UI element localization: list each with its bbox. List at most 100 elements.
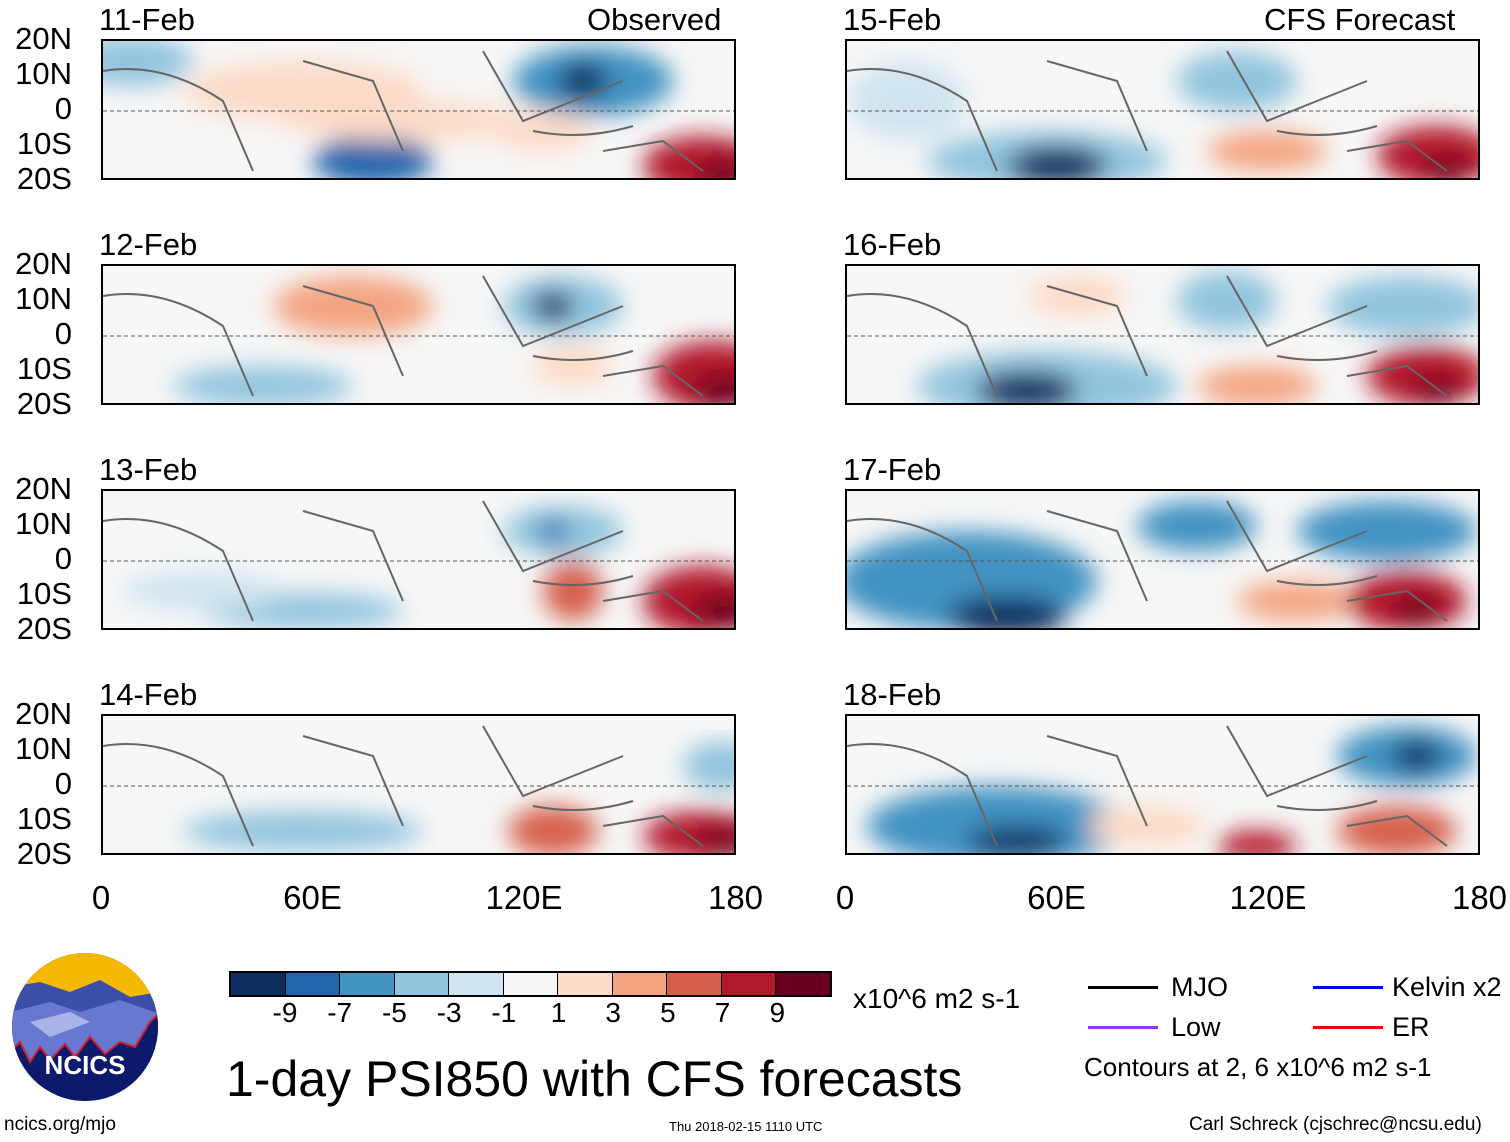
colorbar-label: -5 — [381, 997, 407, 1028]
colorbar-label: -1 — [491, 997, 517, 1028]
lon-tick: 0 — [835, 879, 855, 916]
colorbar-label: 3 — [605, 997, 621, 1028]
anomaly-region — [123, 571, 283, 611]
legend-mjo-line — [1088, 986, 1158, 989]
lon-tick: 120E — [485, 879, 563, 916]
lat-tick: 10N — [15, 56, 72, 91]
lat-tick: 20N — [15, 471, 72, 506]
anomaly-region — [183, 811, 423, 851]
contours-note: Contours at 2, 6 x10^6 m2 s-1 — [1084, 1052, 1432, 1082]
map-panel-13-Feb — [101, 489, 736, 630]
colorbar-label: -3 — [436, 997, 462, 1028]
colorbar-label: -7 — [327, 997, 353, 1028]
colorbar-label: 1 — [550, 997, 567, 1028]
anomaly-region — [967, 826, 1067, 853]
legend-er-line — [1313, 1026, 1383, 1029]
legend-low: Low — [1171, 1012, 1221, 1042]
panel-date: 11-Feb — [99, 2, 195, 37]
colorbar-swatch — [667, 973, 722, 995]
map-panel-17-Feb — [845, 489, 1480, 630]
lat-tick: 20N — [15, 21, 72, 56]
anomaly-region — [1392, 599, 1442, 623]
anomaly-region — [1197, 366, 1317, 403]
lat-tick: 10N — [15, 731, 72, 766]
anomaly-region — [1297, 501, 1477, 561]
legend-kelvin: Kelvin x2 — [1392, 972, 1502, 1002]
colorbar-swatch — [776, 973, 830, 995]
colorbar-units: x10^6 m2 s-1 — [853, 983, 1021, 1014]
colorbar-swatch — [449, 973, 504, 995]
map-panel-16-Feb — [845, 264, 1480, 405]
anomaly-region — [508, 806, 598, 853]
colorbar-label: 7 — [714, 997, 731, 1028]
anomaly-region — [698, 161, 734, 178]
lat-tick: 10S — [16, 801, 72, 836]
colorbar-swatch — [612, 973, 667, 995]
anomaly-region — [847, 61, 967, 141]
anomaly-region — [1177, 271, 1277, 331]
legend-er: ER — [1392, 1012, 1430, 1042]
lat-tick: 20S — [16, 161, 72, 196]
panel-date: 13-Feb — [99, 452, 198, 487]
map-panel-11-Feb — [101, 39, 736, 180]
colorbar-swatch — [340, 973, 395, 995]
anomaly-region — [977, 371, 1077, 403]
anomaly-region — [1207, 131, 1327, 171]
lon-tick: 60E — [283, 879, 342, 916]
panel-date: 14-Feb — [99, 677, 198, 712]
colorbar-swatch — [394, 973, 449, 995]
map-panel-14-Feb — [101, 714, 736, 855]
legend-mjo: MJO — [1171, 972, 1228, 1002]
map-panel-12-Feb — [101, 264, 736, 405]
forecast-label: CFS Forecast — [1264, 2, 1456, 37]
lat-tick: 20S — [16, 386, 72, 421]
lat-tick: 0 — [54, 316, 72, 351]
lat-tick: 10N — [15, 506, 72, 541]
panel-date: 15-Feb — [843, 2, 942, 37]
lat-tick: 0 — [54, 541, 72, 576]
anomaly-region — [273, 276, 433, 336]
lat-tick: 20S — [16, 611, 72, 646]
panel-date: 18-Feb — [843, 677, 942, 712]
anomaly-region — [1237, 581, 1357, 621]
anomaly-region — [1392, 741, 1442, 771]
coastline — [103, 500, 704, 622]
anomaly-region — [533, 291, 573, 321]
panel-date: 16-Feb — [843, 227, 942, 262]
lat-tick: 20S — [16, 836, 72, 871]
anomaly-region — [1422, 159, 1472, 178]
colorbar-swatch — [558, 973, 613, 995]
footer-author: Carl Schreck (cjschrec@ncsu.edu) — [1189, 1114, 1482, 1135]
footer-timestamp: Thu 2018-02-15 1110 UTC — [669, 1119, 823, 1134]
lon-tick: 60E — [1027, 879, 1086, 916]
lon-tick: 120E — [1229, 879, 1307, 916]
anomaly-region — [1327, 276, 1478, 336]
footer-url[interactable]: ncics.org/mjo — [4, 1114, 116, 1135]
anomaly-region — [313, 136, 433, 178]
anomaly-region — [1337, 806, 1457, 853]
anomaly-region — [1217, 831, 1297, 853]
panel-date: 12-Feb — [99, 227, 198, 262]
lat-tick: 10N — [15, 281, 72, 316]
observed-label: Observed — [587, 2, 722, 37]
anomaly-region — [1177, 51, 1297, 111]
anomaly-region — [173, 366, 353, 403]
lat-tick: 0 — [54, 766, 72, 801]
coastline — [847, 725, 1448, 847]
anomaly-region — [283, 101, 523, 141]
lon-tick: 180 — [1451, 879, 1508, 916]
anomaly-region — [947, 596, 1067, 628]
lat-tick: 20N — [15, 696, 72, 731]
anomaly-region — [533, 346, 613, 386]
coastline — [103, 275, 704, 397]
anomaly-region — [1137, 501, 1257, 551]
anomaly-region — [493, 111, 593, 151]
coastline — [103, 725, 704, 847]
map-panel-15-Feb — [845, 39, 1480, 180]
lat-tick: 10S — [16, 576, 72, 611]
anomaly-region — [538, 519, 568, 543]
colorbar-label: 9 — [769, 997, 786, 1028]
lat-tick: 10S — [16, 126, 72, 161]
anomaly-region — [693, 376, 734, 403]
